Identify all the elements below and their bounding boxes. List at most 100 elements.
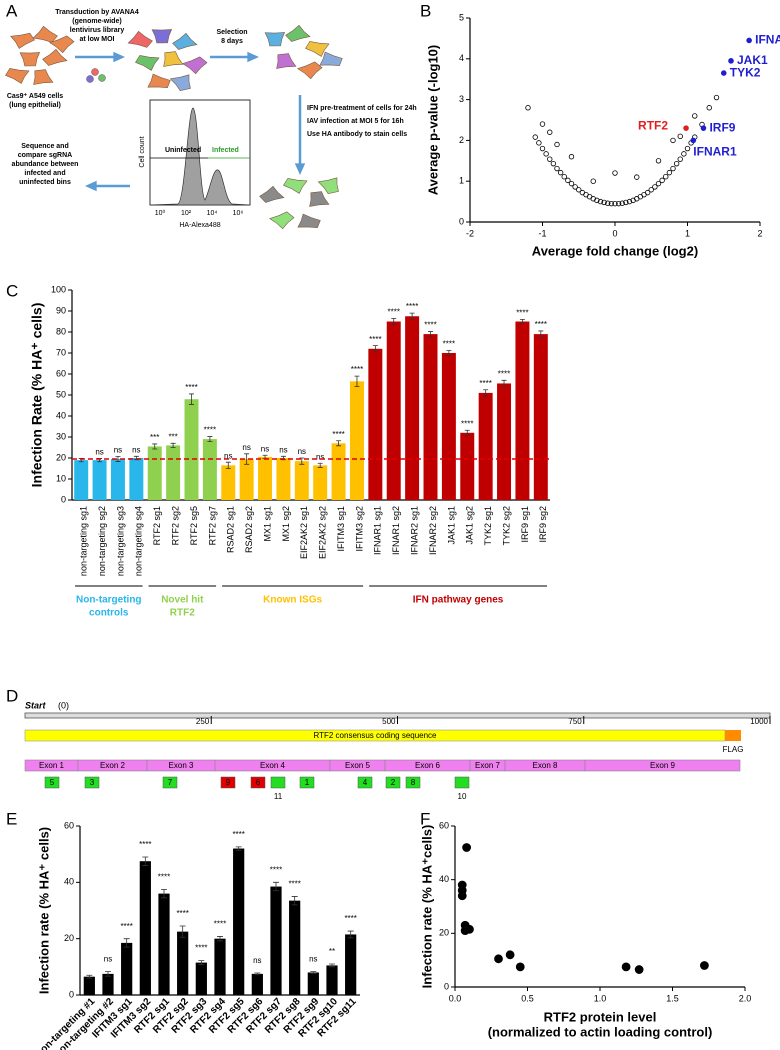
bar [478,392,493,500]
group-label: Non-targeting [76,595,142,606]
y-tick-label: 90 [56,305,66,315]
transduction-text: lentivirus library [70,27,125,34]
point [462,843,472,852]
cell [285,24,311,42]
group-label: Novel hit [161,595,204,606]
arrow-head [247,51,259,63]
bar [251,973,263,995]
sgrna [250,776,266,789]
point [673,160,680,167]
error-bar [464,429,470,436]
point [539,121,546,127]
point [568,154,575,160]
point [565,177,571,184]
error-bar [317,462,323,468]
significance: **** [406,302,418,311]
x-tick-label: IFNAR1 sg2 [391,506,401,555]
cell [309,191,330,207]
point [608,200,615,207]
bar [289,900,301,995]
y-tick-label: 40 [439,874,449,884]
bar [158,893,170,995]
bar [147,446,162,500]
significance: ns [261,444,269,453]
bar [139,861,151,995]
y-tick-label: 20 [56,452,66,462]
bar [405,316,420,500]
significance: **** [535,320,547,329]
y-tick-label: 30 [56,431,66,441]
sgrna-label: 4 [363,778,368,787]
y-tick-label: 10 [56,473,66,483]
error-bar [299,457,305,465]
cell [264,32,286,47]
error-bar [329,963,335,968]
y-tick-label: 60 [439,820,449,830]
exon-label: Exon 5 [345,761,370,770]
cell [276,53,297,69]
significance: **** [498,369,510,378]
bar [533,334,548,500]
error-bar [519,319,525,324]
error-bar [161,888,167,899]
virus [98,74,106,82]
cell [5,68,30,84]
cell [283,178,308,194]
y-axis-label: Infection rate (% HA⁺cells) [419,825,434,989]
cell [151,29,173,44]
point [670,165,676,172]
y-tick-label: 2 [459,135,464,145]
x-tick-label: RTF2 sg7 [207,506,217,545]
x-tick-label: MX1 sg1 [262,506,272,542]
x-tick-label: non-targeting sg1 [79,506,89,576]
cell [259,185,285,203]
error-bar [142,856,149,866]
cell [163,51,184,67]
error-bar [391,317,397,326]
point [525,105,531,111]
bar [74,460,89,500]
sgrna-label: 5 [50,778,55,787]
y-tick-label: 4 [459,53,464,63]
bar [515,321,530,500]
annotation: TYK2 [730,65,761,79]
significance: ns [279,445,287,454]
significance: **** [270,865,282,874]
x-tick-label: IFNAR2 sg2 [428,506,438,555]
annotated-point [683,125,689,131]
x-tick-label: TYK2 sg1 [483,506,493,546]
significance: **** [479,379,491,388]
cell [49,35,75,54]
treatment-text: Use HA antibody to stain cells [307,131,407,138]
y-tick-label: 1 [459,176,464,186]
exon-label: Exon 1 [39,761,64,770]
facs-peak [149,107,251,206]
bar [345,934,357,995]
point [568,180,575,187]
significance: **** [214,920,226,929]
significance: ns [132,445,140,454]
significance: **** [185,383,197,392]
point [681,151,687,157]
x-tick-label: EIF2AK2 sg2 [318,506,328,559]
point [612,170,618,176]
ruler-label: 500 [382,717,396,726]
point [663,174,669,180]
exon-label: Exon 8 [533,761,558,770]
sgrna-label: 3 [90,778,95,787]
exon-label: Exon 7 [475,761,500,770]
cells-label: (lung epithelial) [9,102,61,109]
point [465,924,474,934]
sgrna-label: 7 [168,778,173,787]
significance: **** [351,365,363,374]
cell [169,74,191,92]
x-tick-label: 2 [757,228,762,238]
point [615,200,622,207]
point [623,199,629,206]
error-bar [483,389,489,397]
bar [331,443,346,500]
significance: **** [461,419,473,428]
bar [460,432,475,500]
x-tick-label: IFNAR2 sg1 [409,506,419,555]
